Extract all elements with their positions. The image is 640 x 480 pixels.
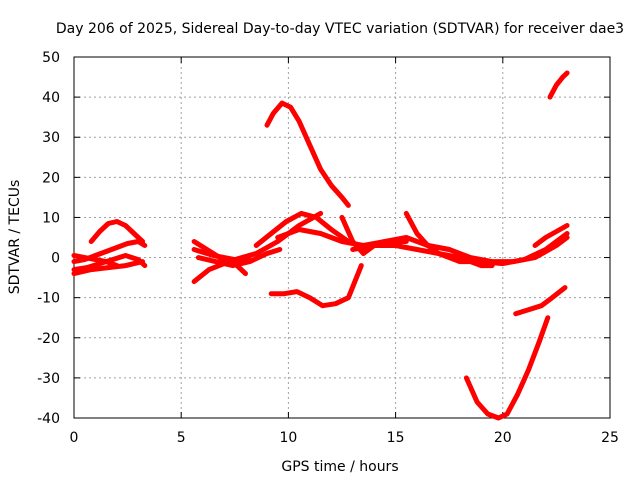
series-track-19 [513, 285, 568, 317]
series-track-01 [88, 219, 146, 244]
y-axis-label: SDTVAR / TECUs [7, 180, 23, 295]
x-tick-label: 20 [494, 430, 512, 446]
axis-ticks: 0 5 10 15 20 25 -40 -30 -20 -10 0 10 20 30 40 50 [37, 50, 619, 446]
series-track-16 [403, 210, 495, 269]
x-tick-label: 10 [279, 430, 297, 446]
y-tick-label: -40 [37, 411, 60, 427]
series-track-05 [71, 253, 120, 269]
y-tick-label: 0 [51, 251, 60, 267]
series-track-20 [547, 70, 570, 100]
x-tick-label: 25 [601, 430, 619, 446]
x-tick-label: 5 [177, 430, 186, 446]
y-tick-label: -20 [37, 331, 60, 347]
y-tick-label: 20 [42, 170, 60, 186]
y-tick-label: -30 [37, 371, 60, 387]
series-track-11 [264, 100, 351, 208]
series-track-03 [71, 253, 148, 273]
series-track-21 [532, 223, 570, 248]
plot-frame [73, 56, 611, 419]
y-tick-label: 40 [42, 90, 60, 106]
y-tick-label: 10 [42, 210, 60, 226]
series-track-09 [191, 210, 324, 263]
y-tick-label: 30 [42, 130, 60, 146]
y-tick-label: -10 [37, 291, 60, 307]
x-tick-label: 15 [387, 430, 405, 446]
series-track-10 [253, 210, 351, 248]
x-axis-label: GPS time / hours [281, 459, 398, 475]
y-tick-label: 50 [42, 50, 60, 66]
chart-title: Day 206 of 2025, Sidereal Day-to-day VTE… [56, 21, 624, 37]
series-track-04 [71, 259, 146, 277]
data-series [71, 70, 570, 421]
gridlines [74, 57, 610, 418]
series-track-18 [463, 315, 551, 421]
series-track-17 [425, 235, 570, 265]
series-track-08 [195, 247, 283, 269]
x-tick-label: 0 [70, 430, 79, 446]
series-track-12 [268, 263, 364, 309]
